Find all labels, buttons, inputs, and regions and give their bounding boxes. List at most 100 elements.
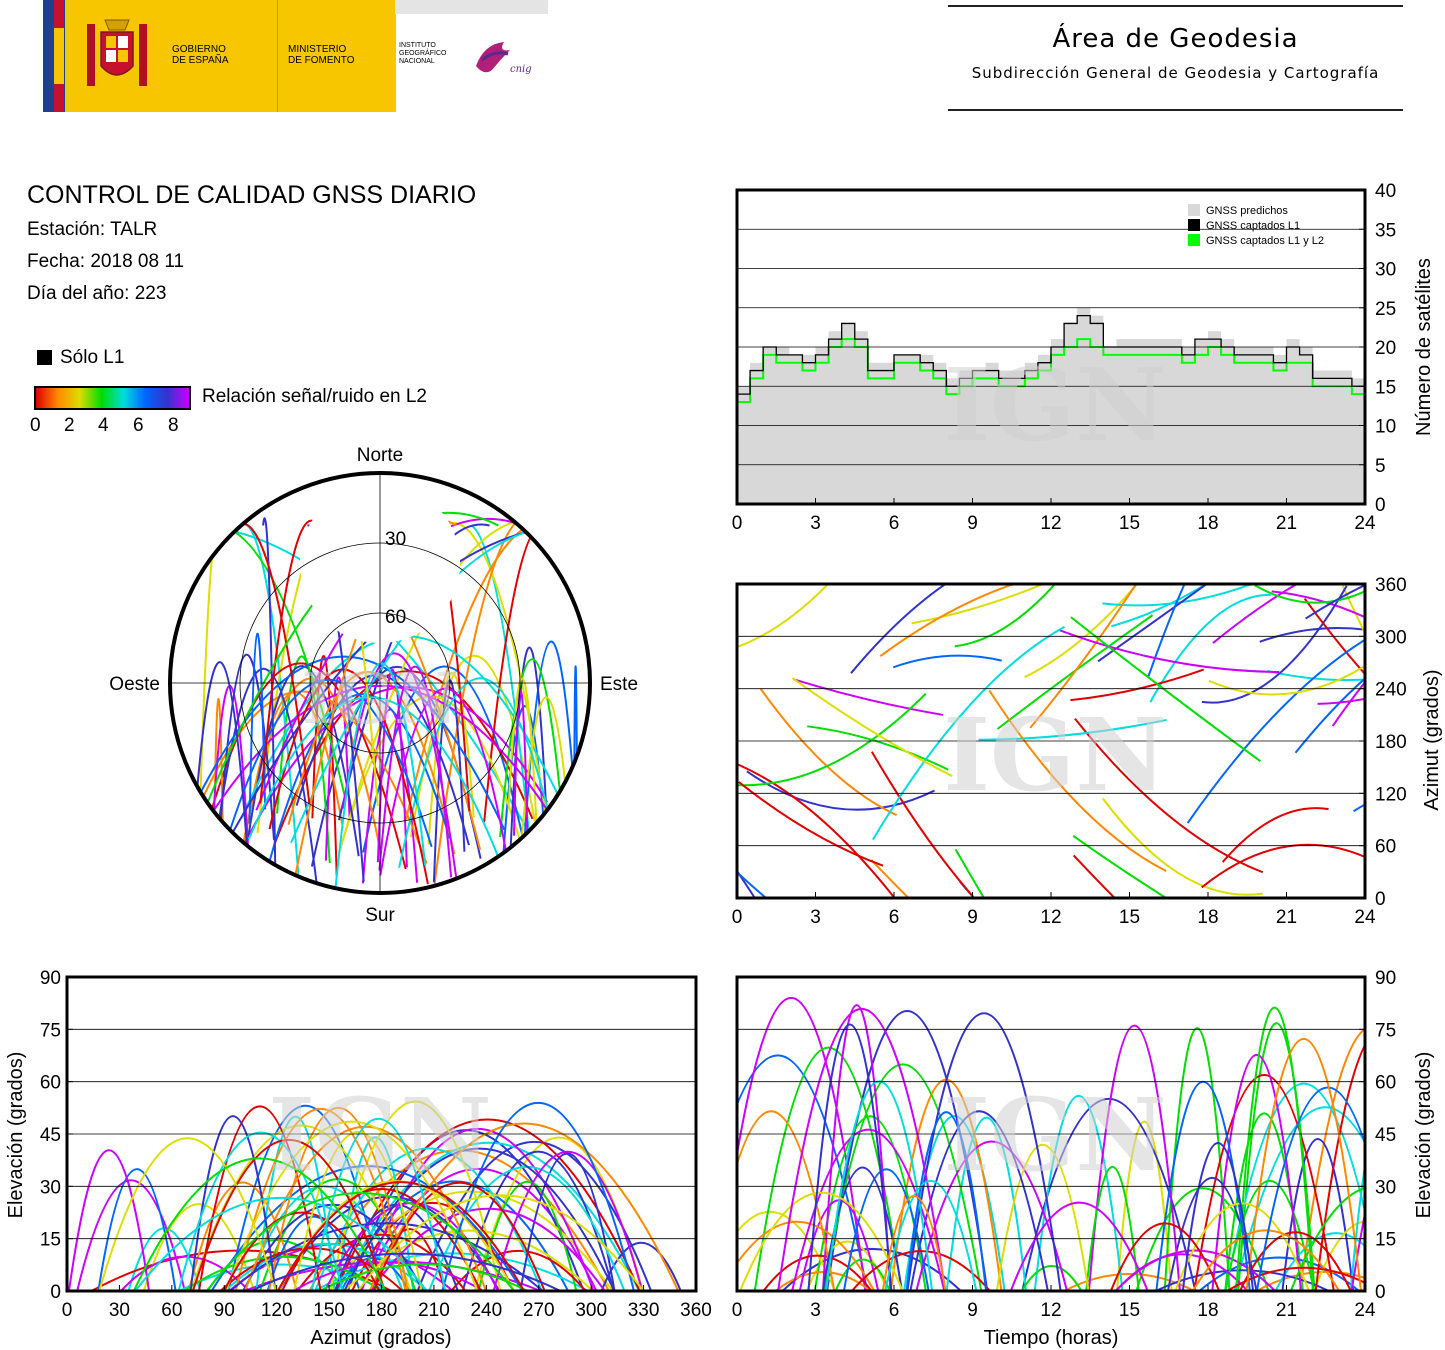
- plot-frame: [735, 582, 1367, 900]
- elevation-time-track: [1198, 1256, 1360, 1291]
- elevation-azimuth-track: [178, 1263, 387, 1291]
- doy-label: Día del año: 223: [27, 283, 167, 304]
- skyplot-track: [236, 522, 311, 804]
- skyplot-ring-label: 30: [385, 529, 406, 550]
- elevation-time-track: [791, 1128, 946, 1291]
- legend-swatch: [1188, 219, 1200, 231]
- area-rule-bottom: [948, 109, 1403, 111]
- y-tick-label: 90: [1375, 968, 1396, 989]
- skyplot-track: [427, 671, 475, 845]
- elevation-time-track: [842, 1168, 930, 1291]
- legend-label: GNSS predichos: [1206, 205, 1288, 217]
- snr-tick: 0: [30, 415, 41, 436]
- elevation-time-track: [909, 1110, 1049, 1291]
- snr-tick: 6: [133, 415, 144, 436]
- elevation-time-track: [739, 1191, 904, 1291]
- azimuth-track: [738, 781, 884, 867]
- watermark: IGN: [302, 657, 459, 740]
- gov-logo-block: GOBIERNO DE ESPAÑA: [65, 0, 277, 112]
- elevation-azimuth-track: [357, 1194, 645, 1291]
- ministry-block: MINISTERIO DE FOMENTO: [277, 0, 396, 112]
- azimuth-track: [1331, 680, 1365, 727]
- x-tick-label: 300: [575, 1300, 607, 1321]
- elevation-time-track: [1109, 1222, 1221, 1291]
- station-label: Estación: TALR: [27, 219, 158, 240]
- azimuth-track: [737, 870, 768, 898]
- elevation-azimuth-track: [134, 1197, 428, 1291]
- elevation-time-track: [1233, 1106, 1365, 1291]
- elevation-azimuth-track: [120, 1255, 250, 1291]
- elevation-azimuth-track: [229, 1222, 544, 1291]
- elevation-time-track: [1135, 1187, 1270, 1291]
- x-tick-label: 18: [1197, 513, 1218, 534]
- y-tick-label: 90: [40, 968, 61, 989]
- elevation-time-track: [737, 1054, 869, 1291]
- y-tick-label: 30: [40, 1177, 61, 1198]
- skyplot-track: [192, 661, 251, 880]
- azimuth-track: [1201, 843, 1365, 889]
- azimuth-track: [872, 626, 1065, 841]
- y-tick-label: 60: [1375, 837, 1396, 858]
- azimuth-track: [737, 692, 927, 787]
- azimuth-track: [1111, 584, 1209, 628]
- elevation-azimuth-track: [97, 1168, 177, 1291]
- x-tick-label: 330: [628, 1300, 660, 1321]
- skyplot-track: [324, 676, 351, 861]
- elevation-time-track: [1226, 1266, 1365, 1291]
- x-axis-label: Tiempo (horas): [984, 1327, 1119, 1349]
- y-tick-label: 60: [40, 1073, 61, 1094]
- elevation-time-track: [1155, 1269, 1330, 1291]
- azimuth-track: [1294, 677, 1365, 754]
- x-tick-label: 240: [470, 1300, 502, 1321]
- azimuth-track: [871, 751, 976, 898]
- elevation-time-track: [1191, 1229, 1340, 1291]
- azimuth-track: [1029, 584, 1138, 729]
- elevation-time-track: [1274, 1232, 1365, 1291]
- skyplot-track: [180, 685, 549, 865]
- y-tick-label: 45: [1375, 1125, 1396, 1146]
- satellite-count-legend: GNSS predichos GNSS captados L1 GNSS capta…: [1188, 204, 1324, 247]
- elevation-azimuth-track: [319, 1263, 529, 1291]
- elevation-time-track: [905, 1111, 988, 1291]
- elevation-time-track: [1116, 1120, 1173, 1291]
- x-tick-label: 21: [1276, 1300, 1297, 1321]
- y-tick-label: 360: [1375, 575, 1407, 596]
- azimuth-track: [1305, 584, 1365, 620]
- elevation-time-track: [1020, 1265, 1083, 1291]
- gov-text: GOBIERNO DE ESPAÑA: [172, 44, 229, 66]
- y-tick-label: 75: [1375, 1020, 1396, 1041]
- plot-frame: [65, 975, 698, 1293]
- azimuth-track: [892, 654, 1002, 669]
- legend-swatch: [1188, 234, 1200, 246]
- elevation-azimuth-track: [187, 1181, 298, 1291]
- azimuth-track: [1070, 616, 1261, 763]
- x-tick-label: 24: [1354, 513, 1376, 534]
- skyplot-track: [572, 665, 579, 887]
- elevation-time-track: [1235, 1006, 1314, 1291]
- elevation-time-track: [906, 1012, 1062, 1291]
- azimuth-track: [791, 677, 953, 777]
- elevation-azimuth-track: [519, 1152, 616, 1291]
- legend-label: GNSS captados L1: [1206, 220, 1300, 232]
- elevation-azimuth-chart: 0 15 30 45 60 75 90 0 30 60 90 120 150 180 210 240 270 30…: [5, 968, 712, 1349]
- azimuth-track: [1303, 597, 1365, 676]
- snr-colorbar-fill: [36, 388, 189, 408]
- skyplot-track: [379, 687, 510, 876]
- skyplot-track: [507, 677, 541, 883]
- watermark: IGN: [943, 346, 1167, 464]
- elevation-time-track: [777, 1008, 947, 1291]
- skyplot-track: [211, 667, 319, 889]
- elevation-azimuth-track: [98, 1137, 277, 1291]
- azimuth-track: [737, 869, 757, 898]
- x-tick-label: 24: [1354, 1300, 1376, 1321]
- y-tick-label: 15: [1375, 377, 1396, 398]
- azimuth-track: [1208, 664, 1365, 696]
- watermark: IGN: [943, 696, 1167, 814]
- skyplot-track: [223, 686, 549, 885]
- azimuth-track: [1101, 797, 1263, 896]
- elevation-time-track: [1087, 1024, 1181, 1291]
- skyplot-label-south: Sur: [365, 905, 395, 926]
- x-tick-label: 180: [366, 1300, 398, 1321]
- elevation-azimuth-track: [372, 1181, 546, 1291]
